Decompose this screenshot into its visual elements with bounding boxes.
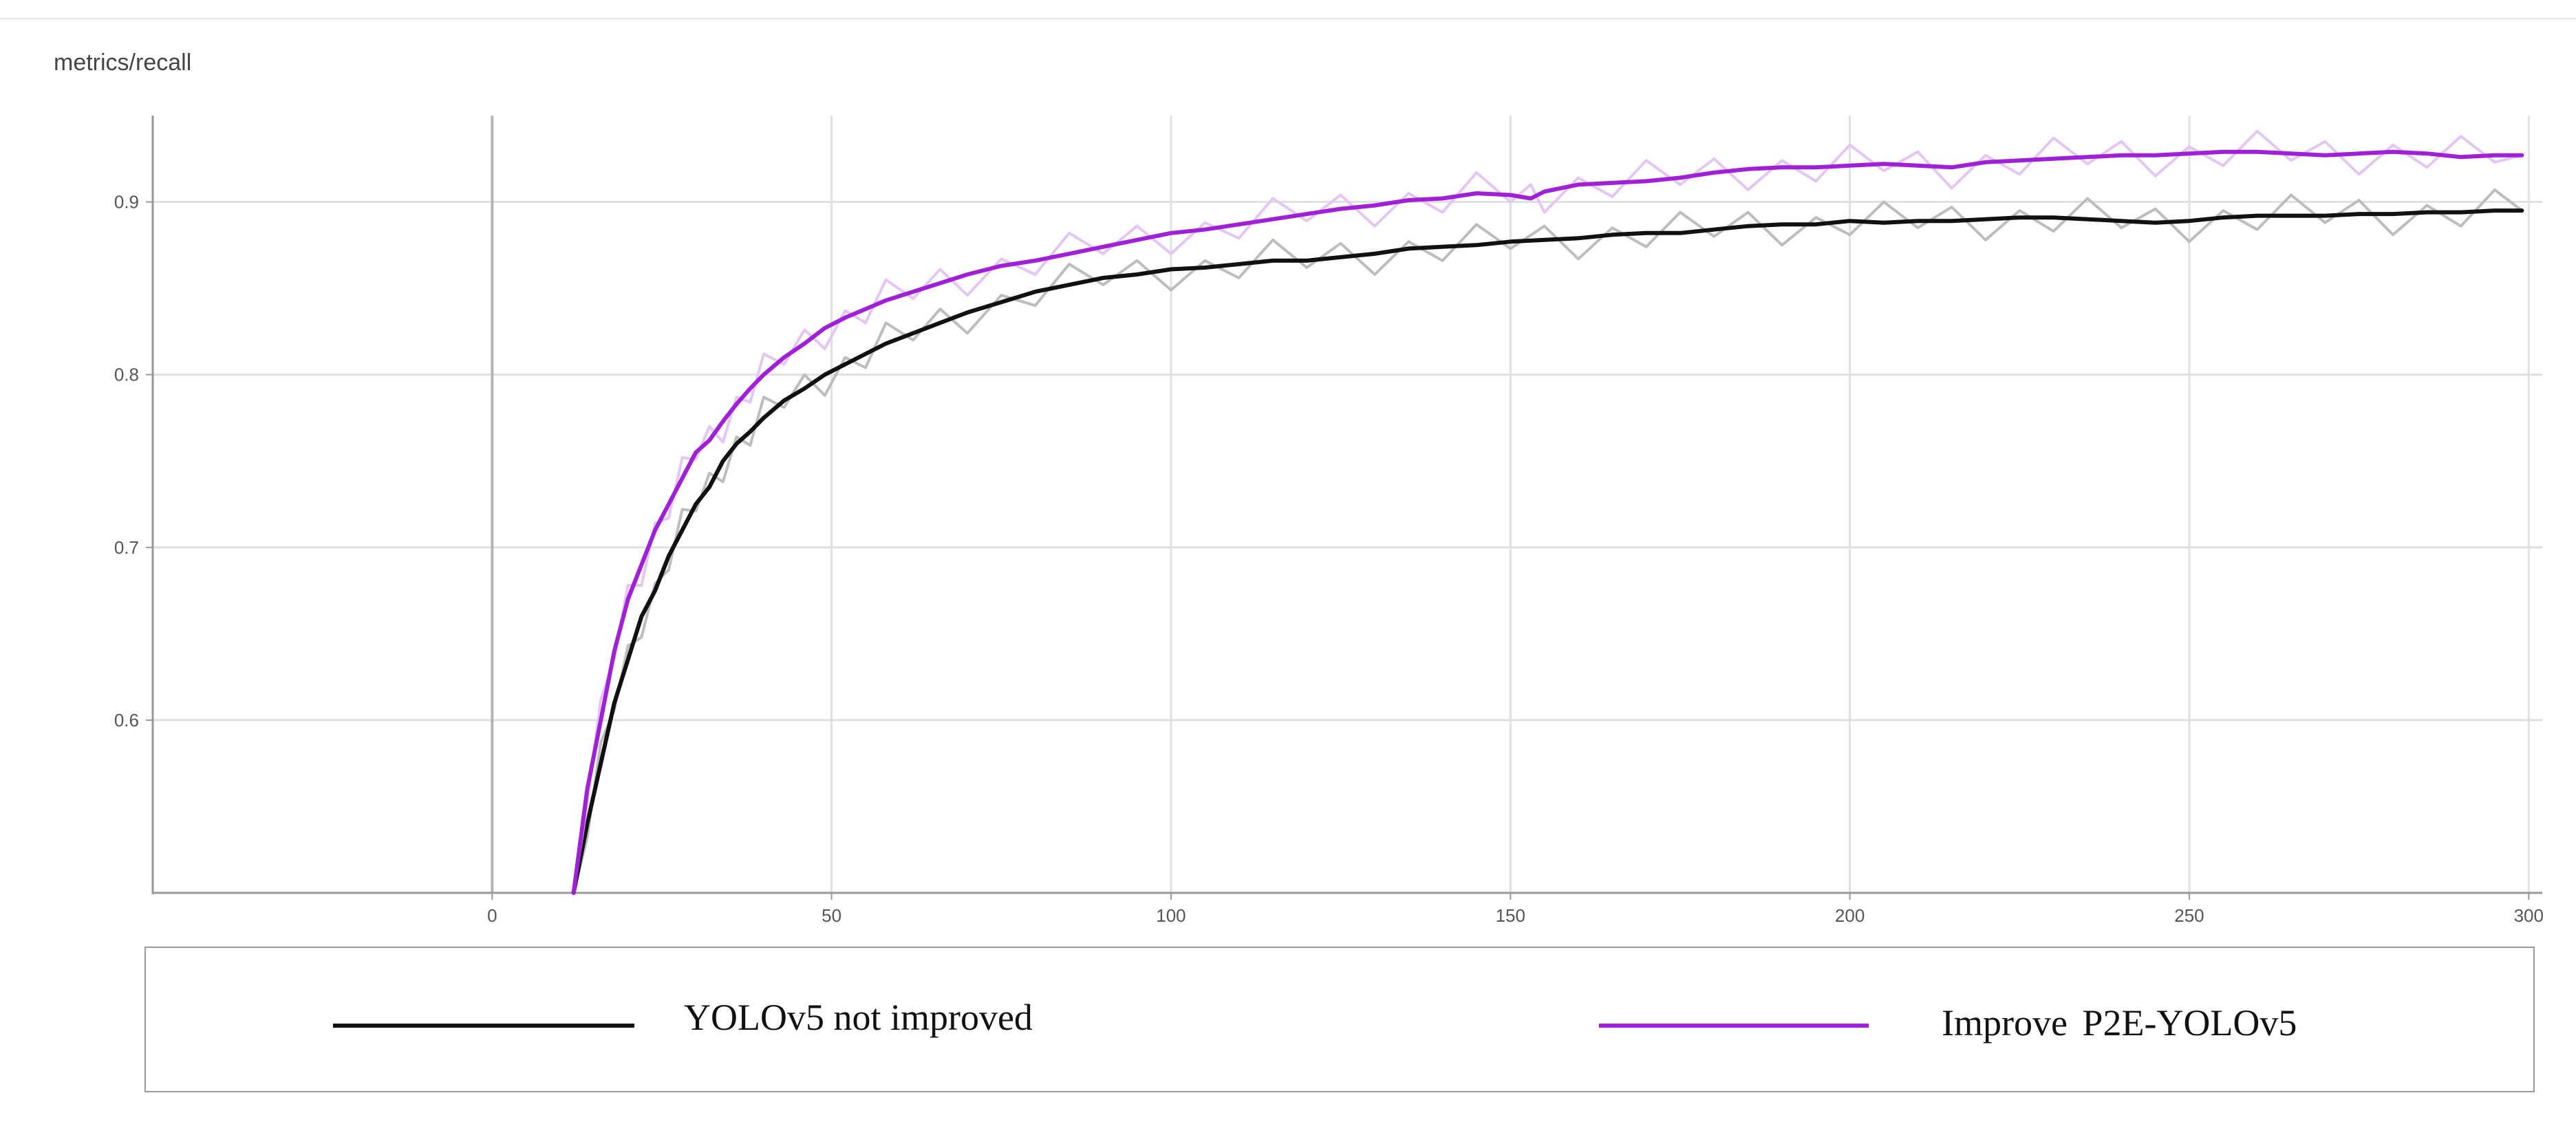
legend: YOLOv5 not improved Improve P2E-YOLOv5 [144, 947, 2535, 1092]
x-tick-label: 200 [1835, 905, 1865, 926]
y-tick-label: 0.6 [114, 710, 139, 731]
series-line-0 [571, 208, 2524, 895]
legend-label-yolov5-not-improved: YOLOv5 not improved [684, 997, 1033, 1038]
series-line-1 [571, 149, 2524, 895]
y-tick-label: 0.8 [114, 365, 139, 385]
grid-lines [153, 116, 2542, 893]
x-tick-label: 300 [2514, 905, 2544, 926]
x-tick-label: 250 [2174, 905, 2204, 926]
legend-swatch-black-line [333, 1024, 634, 1028]
series-raw-line-1 [572, 129, 2522, 894]
recall-line-chart: 0.6 0.7 0.8 0.9 0 50 100 150 200 250 300 [114, 116, 2544, 926]
legend-swatch-purple-line [1599, 1024, 1869, 1028]
top-divider [0, 18, 2576, 19]
x-tick-label: 0 [487, 905, 497, 926]
chart-title: metrics/recall [54, 50, 192, 76]
x-tick-label: 150 [1496, 905, 1525, 926]
legend-item-improve-p2e-yolov5[interactable]: Improve P2E-YOLOv5 [1384, 948, 2520, 1091]
series-raw-line-0 [572, 188, 2523, 894]
tick-labels: 0.6 0.7 0.8 0.9 0 50 100 150 200 250 300 [114, 192, 2544, 926]
x-tick-label: 100 [1156, 905, 1185, 926]
axes [146, 116, 2542, 900]
x-tick-label: 50 [822, 905, 841, 926]
legend-item-yolov5-not-improved[interactable]: YOLOv5 not improved [146, 948, 1316, 1091]
series-lines [571, 129, 2524, 895]
legend-label-improve-p2e-yolov5: Improve P2E-YOLOv5 [1942, 1002, 2297, 1044]
y-tick-label: 0.7 [114, 537, 139, 558]
y-tick-label: 0.9 [114, 192, 139, 213]
